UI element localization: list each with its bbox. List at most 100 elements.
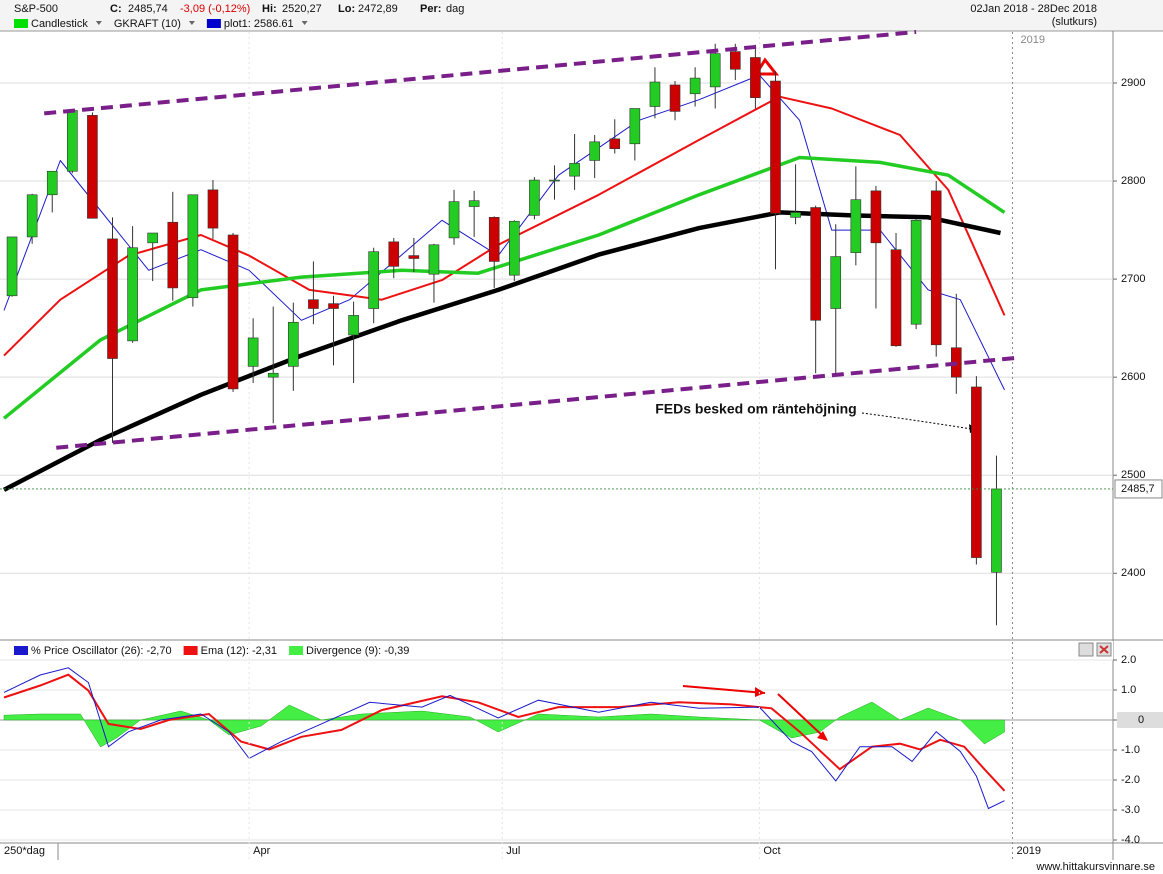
y-tick-label: -2.0 [1121,774,1140,786]
period: dag [446,3,464,15]
y-tick-label: -1.0 [1121,744,1140,756]
legend-dropdown[interactable] [95,21,102,25]
candle-body [6,236,18,297]
period-count: 250*dag [4,845,45,857]
low-label: Lo: [338,3,355,15]
trendline [44,30,917,116]
oscillator-header [0,641,1113,660]
candle-body [26,194,38,238]
symbol: S&P-500 [14,3,58,15]
x-tick-label: 2019 [1017,845,1041,857]
candle-body [187,194,199,299]
x-tick-label: Jul [506,845,520,857]
y-tick-label: 2.0 [1121,654,1136,666]
candle-body [770,80,781,214]
candle-body [328,303,339,309]
year-label: 2019 [1021,34,1045,46]
high-label: Hi: [262,3,277,15]
y-tick-label: 2600 [1121,371,1145,383]
legend-swatch [14,19,28,28]
y-tick-label: 2900 [1121,77,1145,89]
candle-body [649,81,661,107]
low: 2472,89 [358,3,398,15]
close-label: C: [110,3,122,15]
candle-body [730,51,741,70]
candle-body [368,251,379,309]
candle-body [529,179,540,216]
candle-body [227,234,239,390]
candle-body [67,110,78,172]
close: 2485,74 [128,3,168,15]
oscillator-line [3,667,1005,810]
y-tick-label: 2800 [1121,175,1145,187]
annotation-arrow [861,412,979,431]
trendline [56,355,1021,450]
candle-body [127,247,138,342]
indicator-line [3,95,1006,357]
candle-body [669,84,681,112]
candle-body [910,219,922,325]
candle-body [890,249,902,347]
candle-body [629,108,641,145]
oscillator-line [3,673,1006,792]
settings-icon[interactable] [1078,642,1094,657]
candle-body [348,315,359,336]
candle-body [107,238,118,359]
legend-label: GKRAFT (10) [114,18,181,30]
legend-label: Divergence (9): -0,39 [306,645,409,657]
candle-body [930,190,942,346]
candle-body [428,244,440,275]
candle-body [549,179,560,182]
legend-label: % Price Oscillator (26): -2,70 [31,645,172,657]
legend-dropdown[interactable] [301,21,308,25]
legend-label: Ema (12): -2,31 [201,645,277,657]
annotation: FEDs besked om räntehöjning [655,401,856,417]
candle-body [167,221,179,289]
y-tick-label: 2700 [1121,273,1145,285]
last-price-label: 2485,7 [1121,483,1155,495]
candle-body [448,201,460,239]
high: 2520,27 [282,3,322,15]
period-label: Per: [420,3,441,15]
header-bar [0,0,1163,31]
candle-body [971,386,982,558]
candle-body [609,138,621,149]
candle-body [207,189,219,229]
y-tick-label: 1.0 [1121,684,1136,696]
legend-dropdown[interactable] [188,21,195,25]
candle-body [509,220,520,276]
close-icon-x [1099,645,1109,654]
indicator-line [2,155,1006,420]
candle-body [689,77,701,95]
candle-body [810,207,821,321]
legend-swatch [206,19,221,28]
x-tick-label: Oct [763,845,780,857]
trend-arrow [777,693,826,739]
candle-body [850,199,862,253]
y-tick-label: -3.0 [1121,804,1140,816]
candle-body [488,217,500,262]
candle-body [247,337,259,367]
candle-body [288,321,299,367]
trend-arrowhead [755,687,765,697]
trend-arrowhead [817,731,828,741]
trend-arrow [682,685,766,694]
y-tick-label: 2400 [1121,567,1145,579]
candle-body [830,256,842,309]
legend-swatch [14,646,28,655]
candle-body [750,57,761,98]
candle-body [46,170,58,196]
candle-body [147,232,158,244]
y-tick-label: 2500 [1121,469,1145,481]
candle-body [408,255,420,259]
date-range: 02Jan 2018 - 28Dec 2018 [970,3,1097,15]
divergence-area [3,701,1005,748]
last-price-box [1114,479,1163,499]
zero-box [1117,712,1163,728]
legend-swatch [183,646,198,655]
candle-body [870,190,882,244]
y-tick-label: 0 [1138,714,1144,726]
x-tick-label: Apr [253,845,270,857]
change: -3,09 (-0,12%) [180,3,250,15]
